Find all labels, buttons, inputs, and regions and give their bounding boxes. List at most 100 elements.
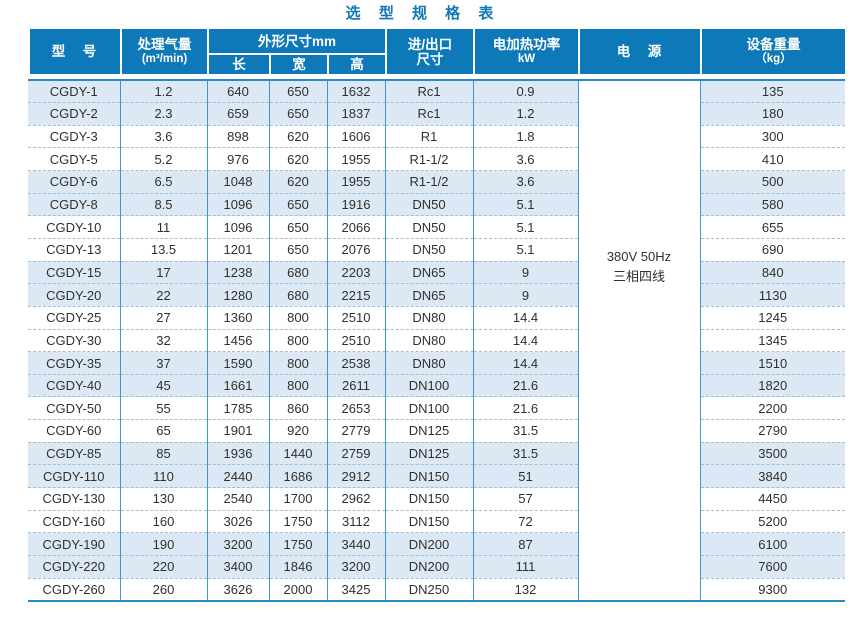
- cell-width: 800: [269, 329, 328, 353]
- cell-width: 2000: [269, 578, 328, 601]
- table-row: CGDY-35 37 1590 800 2538 DN80 14.4 1510: [28, 351, 845, 375]
- cell-inlet-outlet: R1-1/2: [385, 170, 474, 194]
- cell-heating-power: 5.1: [473, 238, 579, 262]
- cell-heating-power: 5.1: [473, 215, 579, 239]
- table-body: CGDY-1 1.2 640 650 1632 Rc1 0.9 380V 50Hz 三相四线 13…: [28, 80, 845, 601]
- table-row: CGDY-15 17 1238 680 2203 DN65 9 840: [28, 261, 845, 285]
- cell-height: 2779: [327, 419, 386, 443]
- table-row: CGDY-30 32 1456 800 2510 DN80 14.4 1345: [28, 329, 845, 353]
- table-row: CGDY-190 190 3200 1750 3440 DN200 87 6100: [28, 532, 845, 556]
- cell-heating-power: 72: [473, 510, 579, 534]
- cell-heating-power: 0.9: [473, 80, 579, 104]
- cell-height: 1955: [327, 147, 386, 172]
- cell-inlet-outlet: DN80: [385, 306, 474, 330]
- cell-weight: 5200: [700, 510, 845, 534]
- cell-width: 800: [269, 306, 328, 330]
- cell-capacity: 45: [120, 374, 208, 398]
- power-supply-line2: 三相四线: [612, 269, 665, 284]
- cell-inlet-outlet: DN125: [385, 442, 474, 466]
- cell-weight: 1130: [700, 283, 845, 307]
- cell-model: CGDY-50: [28, 396, 121, 421]
- cell-width: 1750: [269, 532, 328, 556]
- table-row: CGDY-6 6.5 1048 620 1955 R1-1/2 3.6 500: [28, 170, 845, 194]
- cell-weight: 2790: [700, 419, 845, 443]
- header-inlet-outlet: 进/出口 尺寸: [385, 27, 475, 76]
- table-row: CGDY-220 220 3400 1846 3200 DN200 111 7600: [28, 555, 845, 579]
- cell-height: 3112: [327, 510, 386, 534]
- cell-heating-power: 31.5: [473, 442, 579, 466]
- cell-model: CGDY-60: [28, 419, 121, 443]
- cell-width: 680: [269, 283, 328, 307]
- cell-width: 800: [269, 374, 328, 398]
- cell-capacity: 3.6: [120, 125, 208, 149]
- table-row: CGDY-13 13.5 1201 650 2076 DN50 5.1 690: [28, 238, 845, 262]
- header-capacity: 处理气量 (m³/min): [120, 27, 209, 76]
- cell-weight: 840: [700, 261, 845, 285]
- cell-height: 3200: [327, 555, 386, 579]
- header-weight-line1: 设备重量: [746, 36, 801, 52]
- cell-heating-power: 14.4: [473, 351, 579, 375]
- cell-model: CGDY-35: [28, 351, 121, 375]
- cell-capacity: 65: [120, 419, 208, 443]
- cell-length: 659: [207, 102, 270, 126]
- cell-heating-power: 3.6: [473, 147, 579, 172]
- cell-heating-power: 9: [473, 261, 579, 285]
- cell-capacity: 37: [120, 351, 208, 375]
- cell-width: 1750: [269, 510, 328, 534]
- cell-inlet-outlet: R1-1/2: [385, 147, 474, 172]
- cell-width: 1700: [269, 487, 328, 511]
- cell-height: 1606: [327, 125, 386, 149]
- cell-width: 650: [269, 102, 328, 126]
- cell-width: 1686: [269, 464, 328, 489]
- cell-capacity: 2.3: [120, 102, 208, 126]
- header-height: 高: [327, 53, 387, 76]
- cell-height: 3440: [327, 532, 386, 556]
- power-supply-line1: 380V 50Hz: [606, 249, 672, 264]
- cell-capacity: 220: [120, 555, 208, 579]
- cell-height: 2510: [327, 329, 386, 353]
- cell-capacity: 190: [120, 532, 208, 556]
- cell-weight: 135: [700, 80, 845, 104]
- header-heating-unit: kW: [517, 52, 536, 65]
- cell-height: 2538: [327, 351, 386, 375]
- cell-height: 2759: [327, 442, 386, 466]
- cell-height: 3425: [327, 578, 386, 601]
- cell-capacity: 85: [120, 442, 208, 466]
- cell-capacity: 260: [120, 578, 208, 601]
- cell-model: CGDY-220: [28, 555, 121, 579]
- cell-width: 650: [269, 215, 328, 239]
- cell-width: 620: [269, 170, 328, 194]
- cell-inlet-outlet: DN50: [385, 193, 474, 217]
- cell-inlet-outlet: DN100: [385, 396, 474, 421]
- cell-capacity: 1.2: [120, 80, 208, 104]
- cell-inlet-outlet: DN50: [385, 238, 474, 262]
- cell-heating-power: 14.4: [473, 306, 579, 330]
- cell-inlet-outlet: DN200: [385, 532, 474, 556]
- cell-width: 680: [269, 261, 328, 285]
- cell-length: 3200: [207, 532, 270, 556]
- cell-weight: 655: [700, 215, 845, 239]
- header-capacity-line1: 处理气量: [137, 36, 192, 52]
- cell-inlet-outlet: DN65: [385, 261, 474, 285]
- header-capacity-unit: (m³/min): [141, 52, 188, 65]
- cell-capacity: 130: [120, 487, 208, 511]
- cell-length: 1048: [207, 170, 270, 194]
- cell-length: 1201: [207, 238, 270, 262]
- spec-table-body: CGDY-1 1.2 640 650 1632 Rc1 0.9 380V 50Hz 三相四线 13…: [28, 79, 845, 602]
- cell-weight: 690: [700, 238, 845, 262]
- cell-capacity: 13.5: [120, 238, 208, 262]
- header-weight-unit: （kg）: [755, 52, 792, 65]
- cell-model: CGDY-30: [28, 329, 121, 353]
- cell-heating-power: 5.1: [473, 193, 579, 217]
- table-row: CGDY-60 65 1901 920 2779 DN125 31.5 2790: [28, 419, 845, 443]
- cell-length: 1360: [207, 306, 270, 330]
- cell-length: 2540: [207, 487, 270, 511]
- cell-inlet-outlet: DN100: [385, 374, 474, 398]
- cell-height: 2653: [327, 396, 386, 421]
- cell-weight: 580: [700, 193, 845, 217]
- cell-heating-power: 87: [473, 532, 579, 556]
- cell-heating-power: 1.2: [473, 102, 579, 126]
- cell-heating-power: 57: [473, 487, 579, 511]
- cell-model: CGDY-130: [28, 487, 121, 511]
